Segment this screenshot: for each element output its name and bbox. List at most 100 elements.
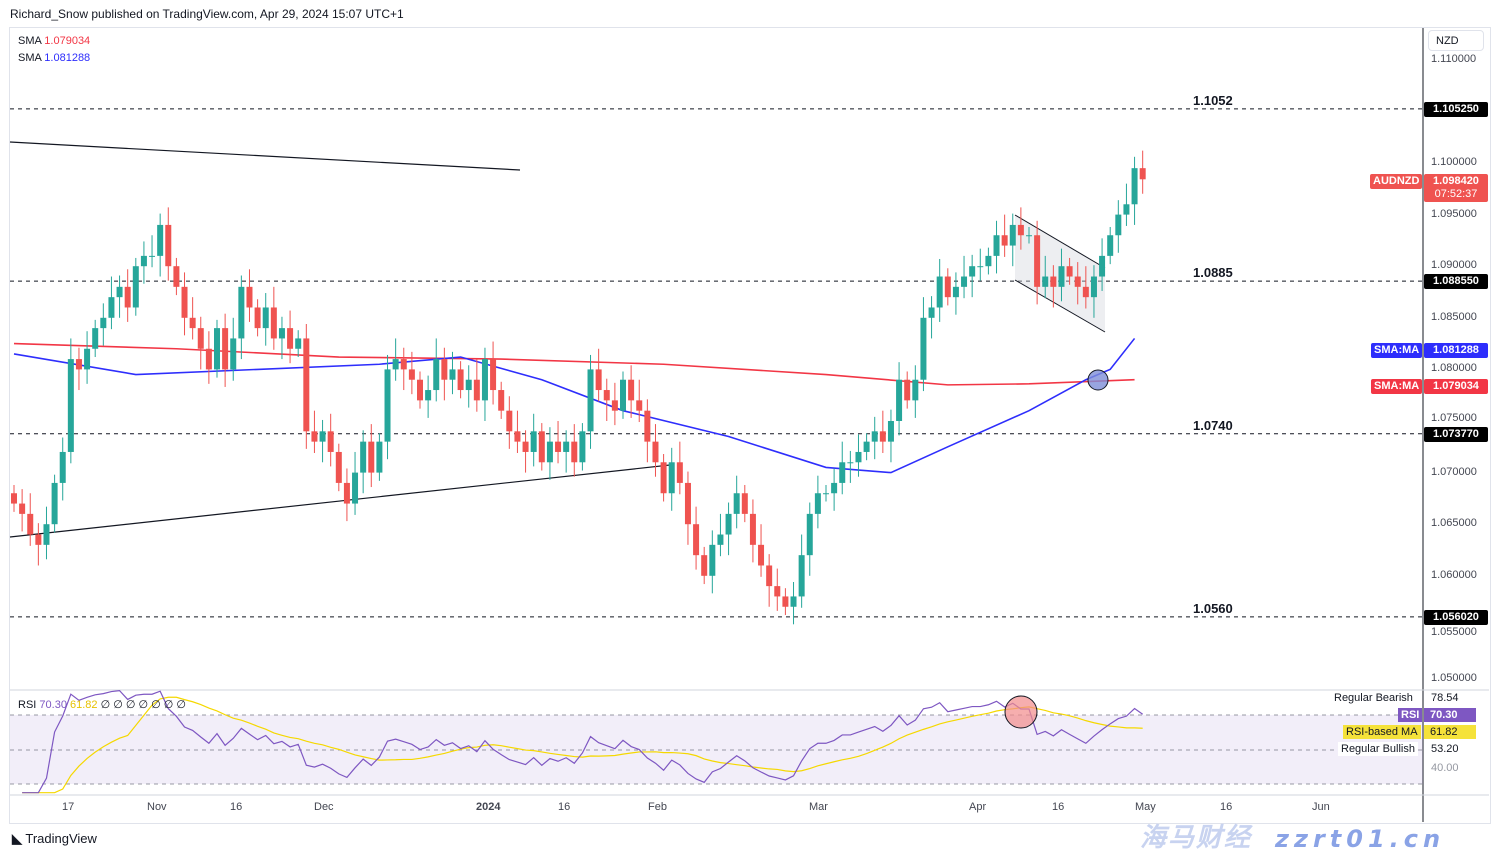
candle-body: [587, 369, 594, 432]
rsi-tag-value: 70.30: [1424, 708, 1476, 722]
level-label: 1.0740: [1193, 417, 1233, 433]
rsi-legend[interactable]: RSI 70.30 61.82 ∅ ∅ ∅ ∅ ∅ ∅ ∅: [18, 698, 186, 712]
candle-body: [1026, 235, 1032, 237]
candle-body: [457, 369, 464, 391]
price-tick: 1.055000: [1431, 625, 1477, 638]
bar-countdown: 07:52:37: [1434, 188, 1478, 200]
candle-body: [368, 441, 375, 473]
candle-body: [1001, 235, 1008, 246]
candle-body: [75, 359, 82, 370]
candle-body: [839, 462, 846, 483]
price-tick: 1.070000: [1431, 465, 1477, 478]
candle-body: [684, 482, 691, 525]
candle-body: [278, 328, 285, 339]
time-tick: Mar: [809, 801, 828, 813]
brand-text: TradingView: [25, 831, 97, 846]
trendline-upper: [9, 141, 521, 171]
rsi-bearish-value: 78.54: [1431, 692, 1459, 704]
currency-button[interactable]: NZD: [1428, 30, 1484, 51]
candle-body: [205, 348, 212, 370]
candle-body: [904, 379, 911, 401]
rsi-value: 70.30: [39, 699, 67, 711]
candle-body: [749, 513, 756, 545]
candle-body: [928, 307, 935, 318]
candle-body: [327, 431, 334, 452]
legend-label: SMA: [18, 35, 42, 47]
candle-body: [701, 555, 708, 576]
level-price-tag: 1.073770: [1424, 426, 1488, 442]
candle-body: [417, 379, 423, 401]
candle-body: [766, 565, 773, 587]
candle-body: [985, 255, 992, 267]
rsi-line: [22, 690, 1144, 794]
candle-body: [1009, 224, 1016, 246]
candle-body: [335, 451, 342, 483]
candle-body: [522, 441, 529, 452]
tradingview-logo[interactable]: ◣ TradingView: [12, 831, 97, 847]
candle-body: [936, 276, 943, 308]
time-tick: Feb: [648, 801, 667, 813]
candle-body: [181, 286, 188, 318]
sma-fast-line: [13, 337, 1136, 474]
candle-body: [693, 524, 700, 556]
candle-body: [952, 286, 959, 298]
candle-body: [449, 369, 456, 380]
sma-fast-tag-label: SMA:MA: [1371, 343, 1423, 358]
candle-body: [465, 379, 472, 391]
candle-body: [668, 462, 675, 494]
legend-sma-fast[interactable]: SMA 1.081288: [18, 52, 90, 64]
rsi-band: [10, 715, 1423, 784]
level-price-tag: 1.056020: [1424, 609, 1488, 625]
candle-body: [262, 307, 269, 329]
time-tick: Dec: [314, 801, 334, 813]
time-tick: 16: [1220, 801, 1233, 813]
candle-body: [59, 451, 66, 483]
candle-body: [506, 410, 513, 432]
legend-value: 1.081288: [44, 52, 91, 64]
candle-body: [774, 586, 781, 597]
candle-body: [595, 369, 602, 391]
candle-body: [400, 359, 407, 370]
candle-body: [514, 431, 521, 442]
candle-body: [27, 513, 34, 535]
candle-body: [603, 390, 610, 401]
candle-body: [124, 286, 131, 308]
rsi-bearish-label: Regular Bearish: [1334, 692, 1413, 704]
legend-sma-slow[interactable]: SMA 1.079034: [18, 35, 90, 47]
candle-body: [628, 379, 635, 401]
price-tick: 1.060000: [1431, 568, 1477, 581]
chart-frame: [9, 27, 1491, 824]
candle-body: [1017, 224, 1024, 236]
candle-body: [1123, 204, 1130, 215]
candle-body: [287, 328, 294, 349]
price-tick: 1.110000: [1431, 52, 1477, 65]
candle-body: [1099, 255, 1106, 277]
candle-body: [238, 286, 245, 339]
candle-body: [1042, 276, 1049, 287]
time-tick: Jun: [1312, 801, 1330, 813]
candle-body: [733, 493, 740, 514]
tv-logo-icon: ◣: [12, 831, 22, 846]
level-label: 1.0885: [1193, 265, 1233, 281]
legend-label: SMA: [18, 52, 42, 64]
rsi-title: RSI: [18, 699, 37, 711]
candle-body: [961, 276, 968, 287]
candle-body: [1115, 214, 1122, 236]
crossover-marker: [1087, 369, 1109, 391]
candle-body: [993, 235, 1000, 256]
candle-body: [1139, 168, 1146, 180]
candle-body: [725, 513, 732, 535]
time-tick: Nov: [147, 801, 167, 813]
flag-line-bottom: [1014, 279, 1106, 333]
candle-body: [912, 379, 919, 401]
candle-body: [481, 359, 488, 401]
candle-body: [173, 266, 180, 287]
rsi-ma-tag-value: 61.82: [1424, 725, 1476, 739]
price-tick: 1.050000: [1431, 672, 1477, 684]
candle-body: [222, 328, 229, 370]
sma-slow-tag-label: SMA:MA: [1371, 379, 1423, 394]
candle-body: [1066, 266, 1073, 277]
candle-body: [360, 441, 367, 473]
price-tick: 1.095000: [1431, 207, 1477, 220]
